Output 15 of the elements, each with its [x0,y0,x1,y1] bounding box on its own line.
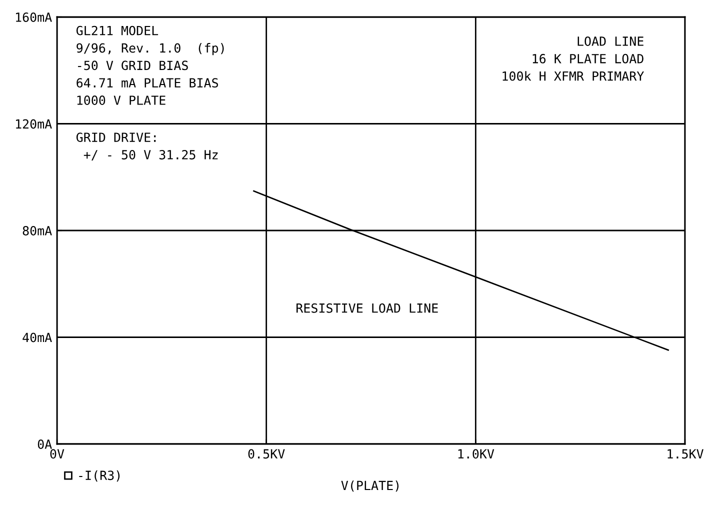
y-tick-label: 80mA [22,226,52,236]
y-tick-label: 0A [38,440,52,449]
y-tick-label: 40mA [22,332,52,342]
y-tick-label: 120mA [16,119,52,129]
x-tick-label: 1.5KV [668,449,704,459]
y-tick-label: 160mA [16,12,52,22]
annotation: RESISTIVE LOAD LINE [296,303,438,313]
legend-label: -I(R3) [79,470,120,482]
x-tick-label: 0V [50,449,64,459]
x-tick-label: 0.5KV [248,449,285,459]
annotation: GRID DRIVE: +/ - 50 V 31.25 Hz [76,132,218,160]
annotation: LOAD LINE 16 K PLATE LOAD 100k H XFMR PRIMARY [502,36,644,81]
annotation: GL211 MODEL 9/96, Rev. 1.0 (fp) -50 V GRID BIAS 64.71 mA PLATE BIAS 1000 V PLATE [76,26,224,105]
x-tick-label: 1.0KV [458,449,494,459]
x-axis-title: V(PLATE) [341,480,399,492]
